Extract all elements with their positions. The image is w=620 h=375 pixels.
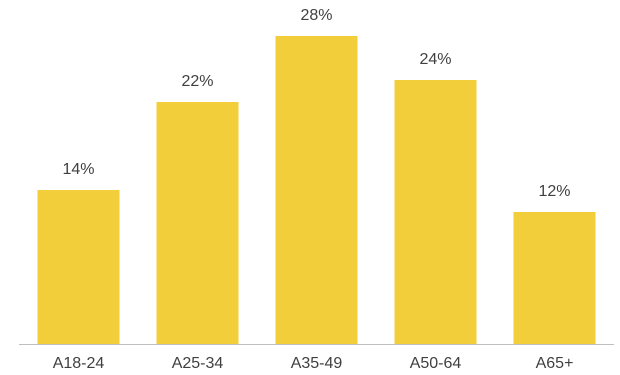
bar-a35-49 (275, 36, 358, 344)
bar-a25-34 (156, 102, 239, 344)
x-tick-labels-group: A18-24 A25-34 A35-49 A50-64 A65+ (53, 355, 574, 372)
bar-a18-24 (37, 190, 120, 344)
x-tick-label-a25-34: A25-34 (172, 355, 224, 372)
data-labels-group: 14% 22% 28% 24% 12% (62, 7, 570, 200)
x-tick-label-a18-24: A18-24 (53, 355, 105, 372)
data-label-a50-64: 24% (419, 51, 451, 68)
data-label-a65+: 12% (538, 183, 570, 200)
x-tick-label-a50-64: A50-64 (410, 355, 462, 372)
x-tick-label-a65+: A65+ (536, 355, 574, 372)
x-tick-label-a35-49: A35-49 (291, 355, 343, 372)
bars-group (37, 36, 596, 344)
data-label-a25-34: 22% (181, 73, 213, 90)
data-label-a35-49: 28% (300, 7, 332, 24)
bar-a65+ (513, 212, 596, 344)
data-label-a18-24: 14% (62, 161, 94, 178)
bar-a50-64 (394, 80, 477, 344)
